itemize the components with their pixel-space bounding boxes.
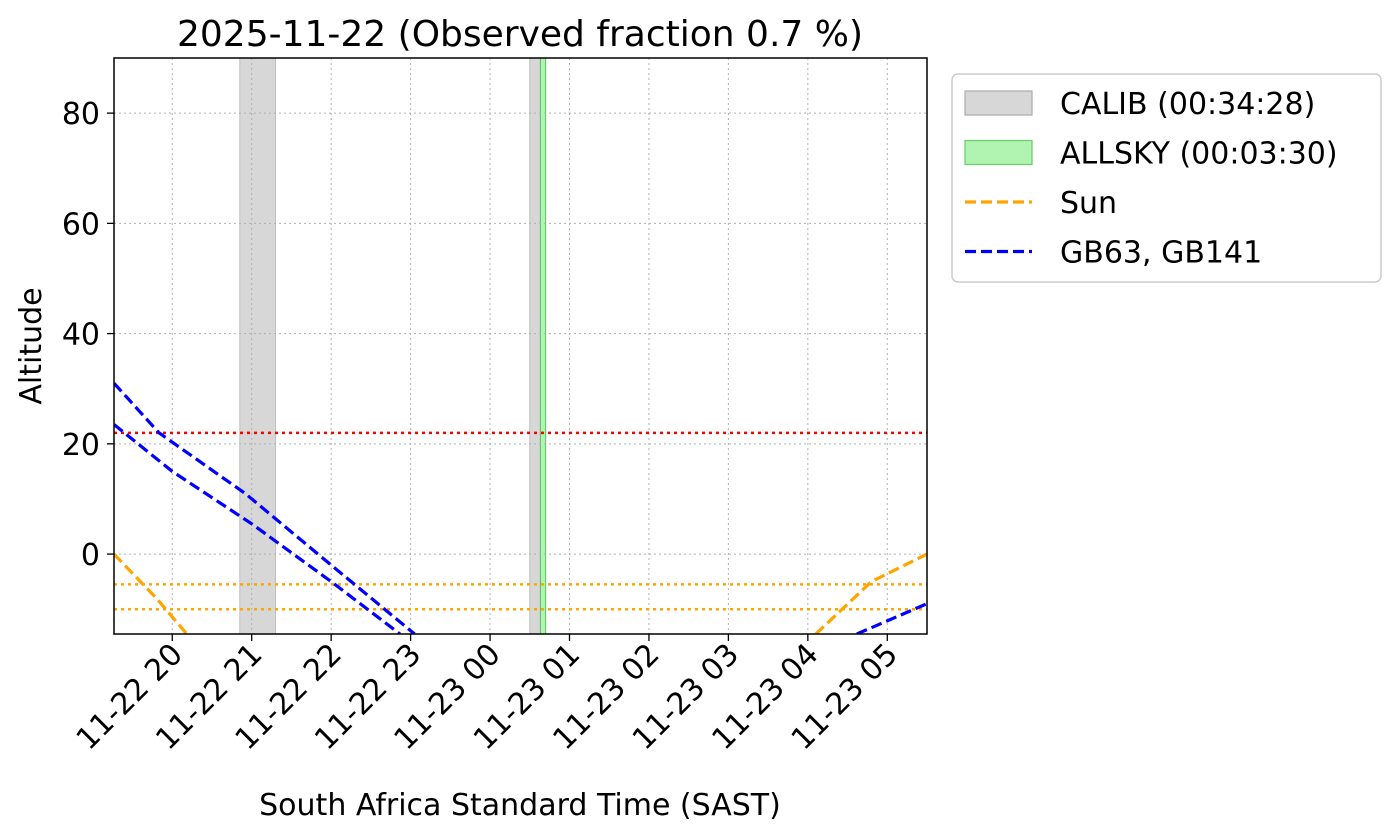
legend-swatch	[964, 139, 1033, 166]
y-axis-label: Altitude	[14, 287, 49, 404]
plot-frame	[113, 57, 928, 635]
span-allsky	[539, 57, 547, 635]
y-tick-label: 80	[62, 97, 100, 132]
series-line-gb63-gb141	[856, 602, 927, 634]
span-calib	[239, 57, 277, 635]
legend-label: GB63, GB141	[1060, 236, 1262, 271]
series-line-gb63-gb141	[114, 382, 416, 634]
legend-label: Sun	[1060, 186, 1117, 221]
legend-label: ALLSKY (00:03:30)	[1060, 137, 1338, 172]
legend: CALIB (00:34:28) ALLSKY (00:03:30) Sun GB63…	[951, 73, 1382, 283]
y-tick-label: 40	[62, 318, 100, 353]
legend-box	[951, 73, 1382, 283]
chart-title: 2025-11-22 (Observed fraction 0.7 %)	[177, 14, 863, 55]
y-tick-label: 60	[62, 207, 100, 242]
y-tick-label: 0	[81, 538, 100, 573]
series-line-gb63-gb141	[114, 423, 401, 634]
span-calib	[529, 57, 541, 635]
series-group	[114, 382, 927, 634]
series-line-sun	[814, 552, 927, 634]
legend-swatch	[964, 90, 1033, 116]
y-tick-label: 20	[62, 428, 100, 463]
legend-label: CALIB (00:34:28)	[1060, 87, 1315, 122]
x-axis-label: South Africa Standard Time (SAST)	[259, 788, 781, 823]
plot-background	[114, 58, 927, 634]
series-line-sun	[114, 552, 189, 634]
